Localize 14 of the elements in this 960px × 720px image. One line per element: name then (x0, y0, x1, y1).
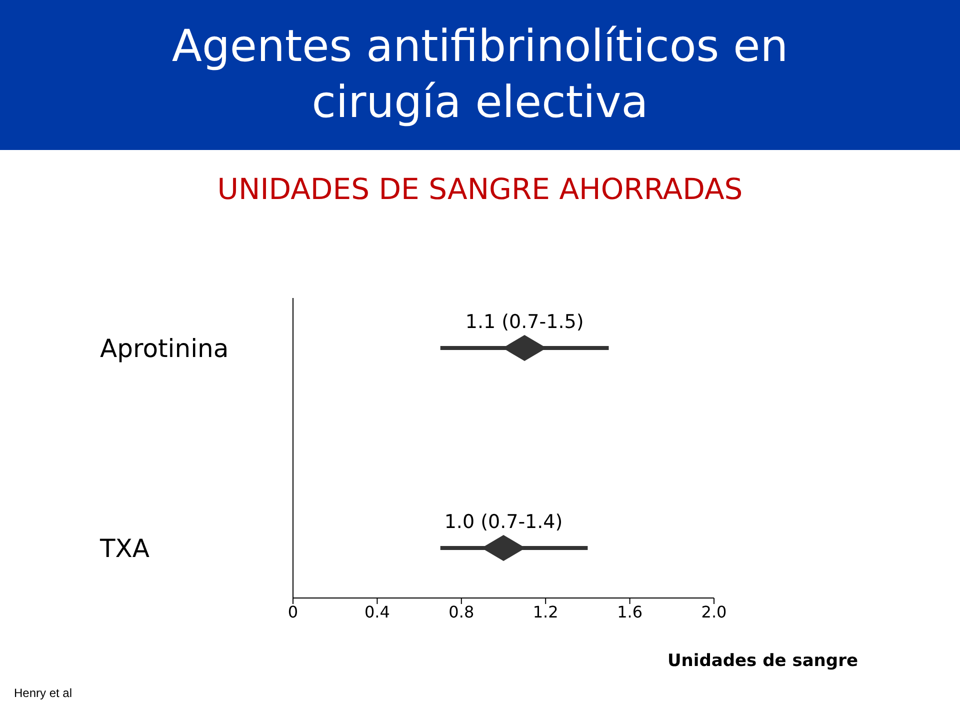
chart-subtitle: UNIDADES DE SANGRE AHORRADAS (216, 172, 744, 206)
y-tick-label: Aprotinina (100, 334, 229, 363)
data-label: 1.0 (0.7-1.4) (444, 511, 563, 533)
x-axis-title: Unidades de sangre (666, 651, 858, 671)
data-label: 1.1 (0.7-1.5) (465, 311, 584, 333)
y-tick-label: TXA (99, 534, 150, 563)
x-tick-label: 0 (288, 602, 298, 622)
text: Henry et al (14, 686, 72, 700)
x-tick-label: 2.0 (701, 602, 727, 622)
x-tick-label: 1.2 (532, 602, 558, 622)
x-tick-label: 1.6 (617, 602, 643, 622)
x-tick-label: 0.4 (364, 602, 390, 622)
x-tick-label: 0.8 (448, 602, 474, 622)
chart-title: Agentes antifibrinolíticos en cirugía electiva (170, 20, 790, 130)
